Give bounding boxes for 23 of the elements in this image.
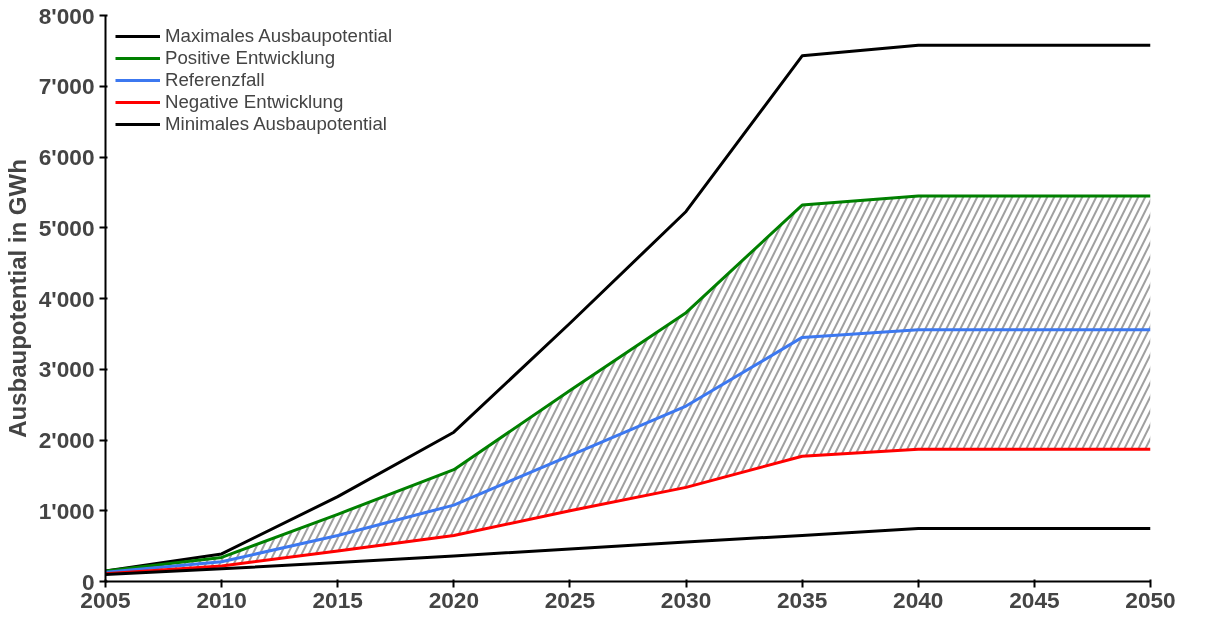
y-tick-label: 7'000 [38, 73, 95, 100]
y-tick-label: 6'000 [38, 144, 95, 170]
legend-label: Referenzfall [165, 69, 265, 91]
y-tick-label: 5'000 [38, 214, 95, 241]
x-tick-label: 2040 [893, 586, 944, 613]
x-tick-label: 2050 [1125, 586, 1176, 613]
x-tick-label: 2045 [1009, 586, 1060, 613]
legend-label: Positive Entwicklung [165, 47, 336, 69]
legend-label: Negative Entwicklung [165, 91, 344, 113]
y-tick-label: 2'000 [38, 427, 95, 453]
legend-label: Maximales Ausbaupotential [165, 25, 393, 47]
x-tick-label: 2010 [196, 586, 247, 613]
y-tick-label: 4'000 [38, 285, 95, 312]
legend-label: Minimales Ausbaupotential [165, 113, 387, 135]
y-axis-title: Ausbaupotential in GWh [3, 159, 31, 438]
x-tick-label: 2035 [776, 586, 828, 613]
y-tick-label: 3'000 [38, 356, 95, 383]
x-tick-label: 2015 [312, 586, 363, 613]
x-tick-label: 2025 [544, 586, 596, 613]
x-tick-label: 2030 [660, 586, 712, 613]
y-tick-label: 1'000 [38, 497, 95, 524]
y-tick-label: 8'000 [38, 2, 95, 29]
x-tick-label: 2020 [428, 586, 480, 613]
